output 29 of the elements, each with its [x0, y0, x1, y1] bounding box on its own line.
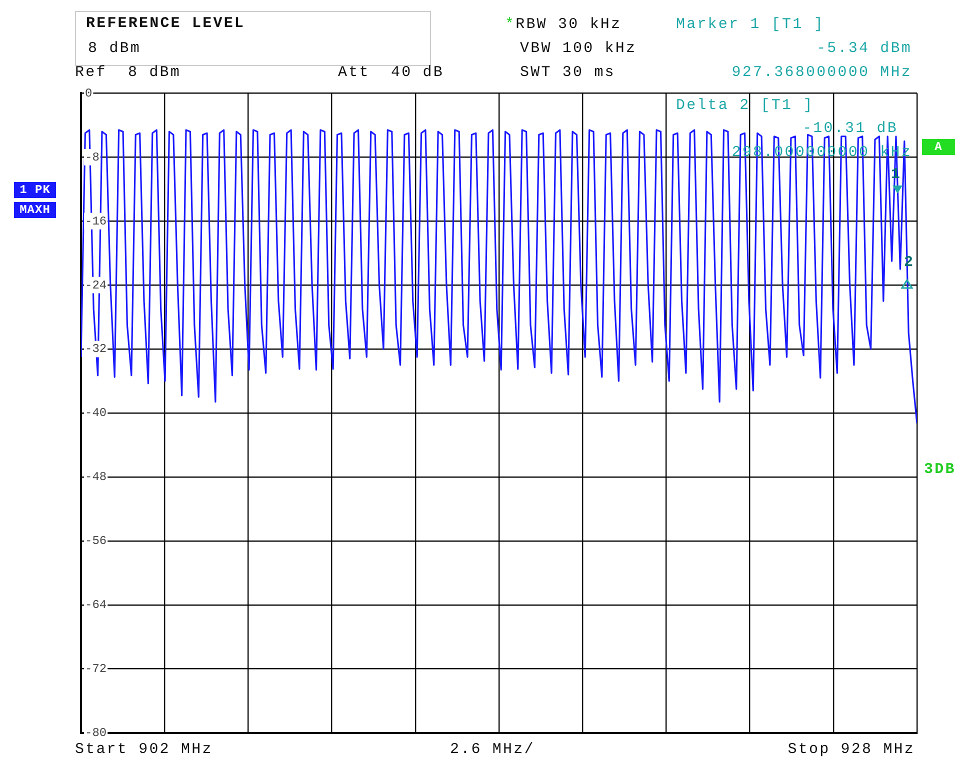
y-tick-label: -40 — [85, 406, 107, 420]
annotation: Delta 2 [T1 ] — [676, 97, 814, 115]
text: 1 PK — [14, 182, 56, 198]
y-tick-label: -48 — [85, 470, 107, 484]
y-tick-label: -80 — [85, 726, 107, 740]
text: REFERENCE LEVEL — [86, 15, 246, 33]
y-tick-label: -64 — [85, 598, 107, 612]
text: Start 902 MHz — [75, 741, 213, 759]
text: 2.6 MHz/ — [450, 741, 535, 759]
text: Ref 8 dBm — [75, 64, 182, 82]
y-tick-label: 0 — [85, 86, 92, 100]
text: SWT 30 ms — [520, 64, 616, 82]
y-tick-label: -72 — [85, 662, 107, 676]
y-tick-label: -24 — [85, 278, 107, 292]
text: 927.368000000 MHz — [732, 64, 912, 82]
text: *RBW 30 kHz — [505, 16, 622, 33]
text: MAXH — [14, 202, 56, 218]
y-tick-label: -8 — [85, 150, 100, 164]
text: Att 40 dB — [338, 64, 444, 82]
text: -5.34 dBm — [816, 40, 912, 58]
text: 8 dBm — [88, 40, 142, 58]
text: VBW 100 kHz — [520, 40, 637, 58]
text: Marker 1 [T1 ] — [676, 16, 824, 34]
text: 3DB — [924, 461, 955, 479]
y-tick-label: -16 — [85, 214, 107, 228]
text: Stop 928 MHz — [788, 741, 915, 759]
y-tick-label: -56 — [85, 534, 107, 548]
y-tick-label: -32 — [85, 342, 107, 356]
text: A — [922, 139, 955, 155]
